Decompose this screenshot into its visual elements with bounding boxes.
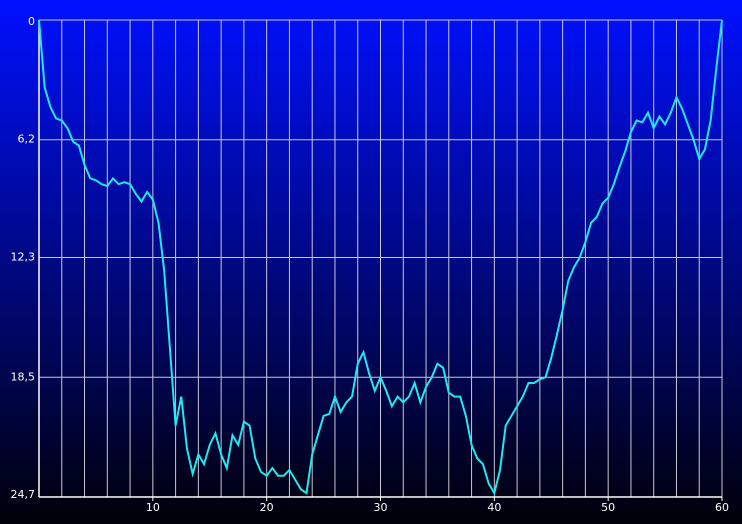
x-tick-label: 30 xyxy=(374,501,388,514)
y-tick-label: 18,5 xyxy=(11,370,36,383)
x-tick-label: 60 xyxy=(715,501,729,514)
y-tick-label: 0 xyxy=(28,15,35,28)
x-tick-label: 50 xyxy=(601,501,615,514)
y-tick-label: 12,3 xyxy=(11,251,36,264)
x-tick-label: 40 xyxy=(487,501,501,514)
y-tick-label: 6,2 xyxy=(18,133,36,146)
x-tick-label: 10 xyxy=(146,501,160,514)
y-tick-label: 24,7 xyxy=(11,488,36,501)
x-tick-label: 20 xyxy=(260,501,274,514)
depth-line xyxy=(38,19,723,496)
